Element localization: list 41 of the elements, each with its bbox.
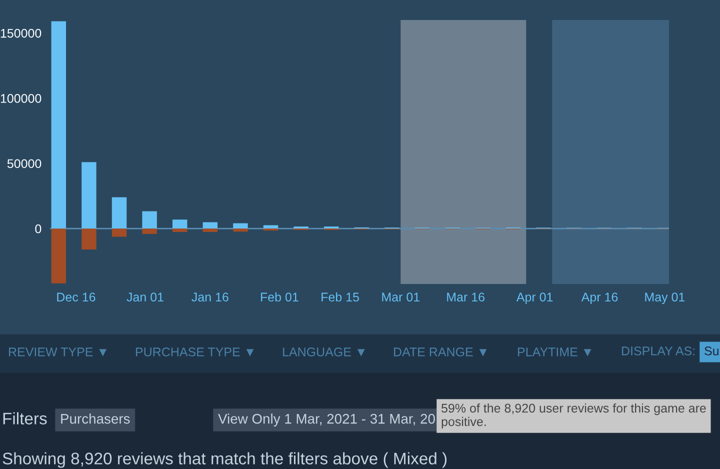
bar — [82, 162, 96, 229]
text: Purchasers — [61, 414, 130, 424]
text: DISPLAY AS: — [622, 346, 694, 356]
x-tick-label: Dec 16 — [57, 292, 96, 302]
bar — [233, 228, 248, 232]
x-tick-label: May 01 — [645, 292, 685, 304]
text: Su — [704, 346, 718, 356]
x-tick-label: Jan 01 — [126, 292, 164, 302]
y-tick-label: 100000 — [0, 94, 42, 103]
x-tick-label: Apr 16 — [581, 292, 618, 304]
bar — [233, 223, 248, 229]
x-tick-label: Feb 15 — [322, 292, 359, 302]
bar — [142, 228, 157, 234]
x-tick-label: Jan 16 — [192, 292, 228, 302]
bar — [172, 228, 188, 232]
bar — [112, 197, 127, 229]
y-tick-label: 150000 — [0, 28, 42, 38]
bar — [263, 225, 278, 229]
y-tick-label: 0 — [35, 224, 42, 234]
bar — [51, 21, 66, 229]
text: Showing 8,920 reviews that match the filters above ( Mixed ) — [2, 452, 447, 468]
bar — [51, 228, 66, 284]
text: View Only 1 Mar, 2021 - 31 Mar, 20 — [218, 414, 435, 426]
text: Filters — [3, 412, 47, 424]
x-tick-label: Apr 01 — [516, 292, 553, 304]
text: REVIEW TYPE ▼ — [9, 348, 107, 356]
x-tick-label: Mar 01 — [382, 292, 420, 302]
text: DATE RANGE ▼ — [394, 348, 487, 356]
text: PURCHASE TYPE ▼ — [136, 348, 254, 356]
bar — [82, 228, 96, 250]
bar — [202, 222, 218, 229]
bar — [172, 220, 188, 229]
x-tick-label: Feb 01 — [260, 292, 298, 302]
text: LANGUAGE ▼ — [283, 348, 365, 356]
bar — [112, 228, 127, 237]
text: 59% of the 8,920 user reviews for this game are positive. — [442, 403, 706, 429]
bar — [142, 211, 157, 229]
y-tick-label: 50000 — [7, 159, 42, 168]
text: PLAYTIME ▼ — [518, 348, 592, 356]
x-tick-label: Mar 16 — [447, 292, 484, 302]
bar — [202, 228, 218, 232]
